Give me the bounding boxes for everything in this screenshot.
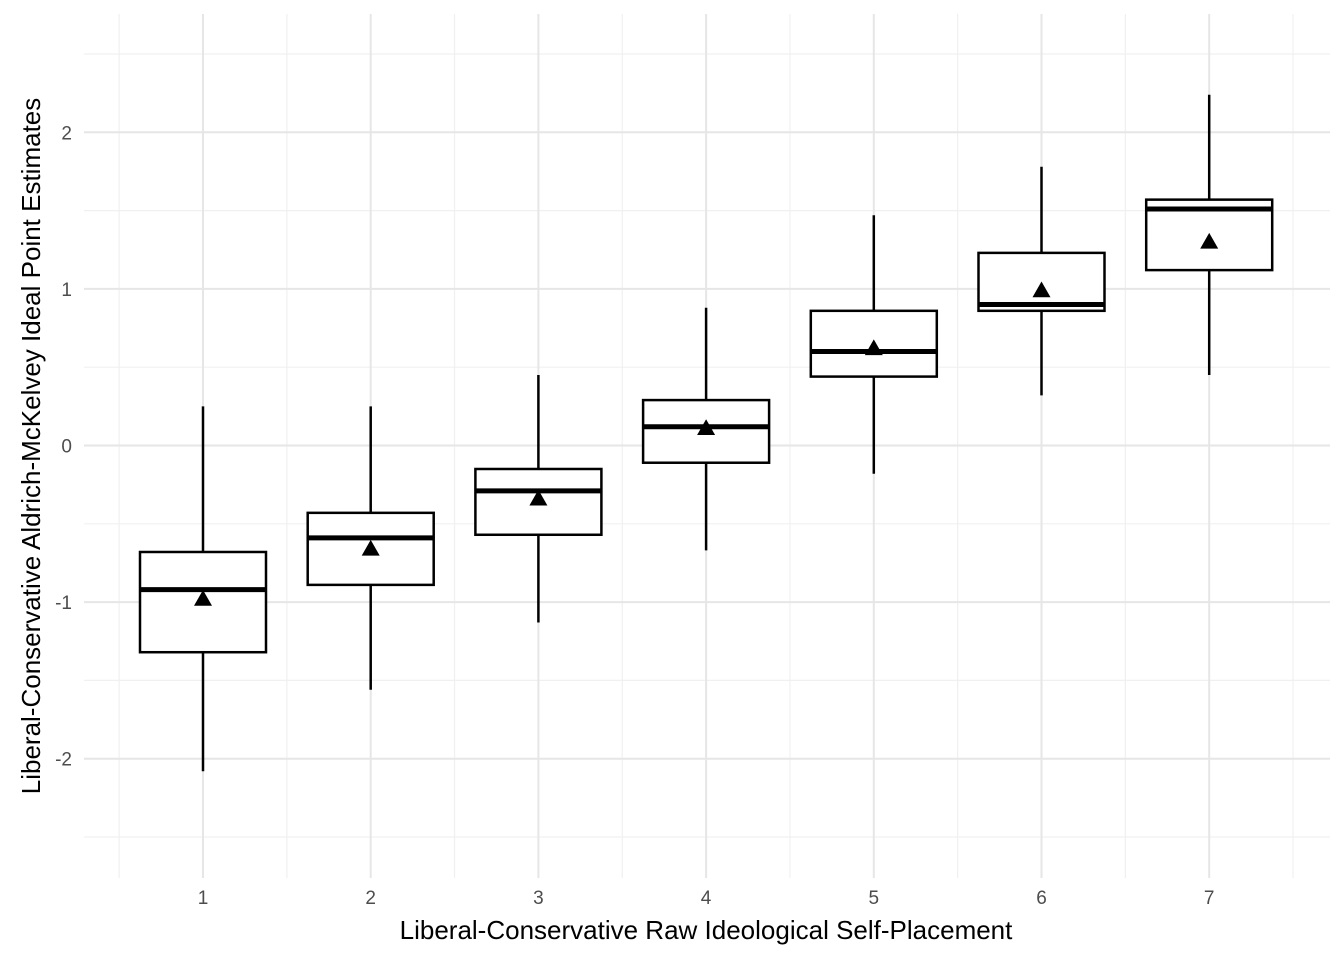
x-axis-title: Liberal-Conservative Raw Ideological Sel… [400,915,1014,945]
x-tick-label: 7 [1204,888,1215,909]
mean-triangle-marker [361,539,380,556]
box-5 [809,215,939,474]
x-tick-label: 4 [701,888,712,909]
mean-triangle-marker [1200,232,1219,249]
mean-triangle-marker [697,419,716,436]
y-axis-title: Liberal-Conservative Aldrich-McKelvey Id… [16,98,46,795]
mean-triangle-marker [194,589,212,606]
grid [84,14,1330,878]
y-tick-label: 1 [61,280,72,301]
y-tick-label: 0 [61,437,72,458]
mean-triangle-marker [1032,281,1051,298]
x-tick-label: 3 [533,888,544,909]
box-3 [474,375,603,623]
box-7 [1144,94,1274,376]
box-4 [641,307,771,551]
x-tick-label: 1 [198,888,209,909]
mean-triangle-marker [864,339,883,356]
x-tick-label: 2 [365,888,376,909]
x-axis-ticks: 1 2 3 4 5 6 7 [198,888,1215,909]
y-tick-label: -2 [55,750,72,771]
y-tick-label: -1 [55,593,72,614]
y-axis-ticks: -2 -1 0 1 2 [55,123,72,770]
y-tick-label: 2 [61,123,72,144]
x-tick-label: 5 [869,888,880,909]
box-1 [138,406,268,772]
x-tick-label: 6 [1036,888,1047,909]
box-series [138,94,1274,772]
mean-triangle-marker [529,489,548,506]
box-2 [306,406,435,690]
box-6 [977,166,1106,396]
